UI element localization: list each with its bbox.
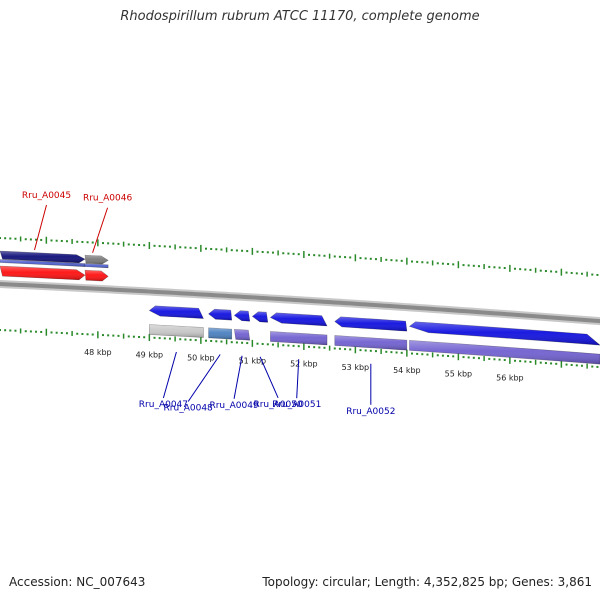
gene-label-leader [34,204,47,251]
gene-label-Rru_A0050: Rru_A0050 [253,400,302,410]
gene-Rru_A0046-strip-shine [84,263,109,268]
scale-label: 51 kbp [239,356,267,365]
scale-label: 53 kbp [342,363,370,372]
accession-text: Accession: NC_007643 [9,575,146,589]
gene-Rru_A0045-strip-shine [0,259,85,267]
gene-Rru_A0046-feature-shine [84,270,109,282]
gene-Rru_A0047-feature-shine [149,324,204,338]
gene-label-Rru_A0048: Rru_A0048 [164,403,213,413]
genome-summary-text: Topology: circular; Length: 4,352,825 bp… [262,575,592,589]
gene-label-leader [187,354,221,402]
gene-label-leader [259,356,279,399]
gene-Rru_A0048-feature-shine [208,327,232,340]
map-title: Rhodospirillum rubrum ATCC 11170, comple… [120,9,480,24]
scale-label: 50 kbp [187,353,215,362]
gene-Rru_A0052-feature-shine [334,335,407,351]
gene-label-Rru_A0045: Rru_A0045 [22,191,71,201]
backbone-layer [0,279,600,326]
gene-label-Rru_A0049: Rru_A0049 [209,401,258,411]
scale-label: 54 kbp [393,366,421,375]
gene-Rru_A0048-cds-shine [208,309,232,321]
scale-label: 52 kbp [290,360,318,369]
gene-label-Rru_A0046: Rru_A0046 [83,194,132,204]
gene-layer [0,250,600,365]
gene-label-Rru_A0051: Rru_A0051 [272,400,321,410]
gene-Rru_A0045-cds-shine [0,251,85,263]
gene-next-gene-feature-shine [409,340,600,365]
genome-backbone [0,281,600,324]
gene-label-leader [296,359,300,399]
gene-Rru_A0046-cds-shine [84,255,109,265]
gene-label-leader [92,207,109,253]
gene-Rru_A0047-cds-shine [149,305,204,319]
scale-label: 56 kbp [496,373,524,382]
gene-Rru_A0049-feature-shine [234,329,250,341]
gene-Rru_A0050-cds-shine [252,311,268,323]
gene-label-Rru_A0047: Rru_A0047 [139,400,188,410]
gene-Rru_A0052-cds-shine [334,316,407,332]
scale-label: 55 kbp [445,370,473,379]
gene-Rru_A0051-cds-shine [270,312,328,326]
gene-Rru_A0045-feature-shine [0,266,85,280]
gene-Rru_A0051-feature-shine [270,331,328,345]
label-layer: Rru_A0045 Rru_A0046Rru_A0047Rru_A0048Rru_… [22,191,396,417]
scale-label: 48 kbp [84,348,112,357]
gene-label-Rru_A0052: Rru_A0052 [346,407,395,417]
gene-label-leader [162,351,177,399]
gene-next-gene-cds-shine [409,321,600,346]
gene-Rru_A0049-cds-shine [234,310,250,322]
scale-label: 49 kbp [136,351,164,360]
tick-layer: 48 kbp 49 kbp 50 kbp 51 kbp 52 kbp 53 kbp 54 k… [0,236,599,382]
gene-label-leader [233,355,243,399]
